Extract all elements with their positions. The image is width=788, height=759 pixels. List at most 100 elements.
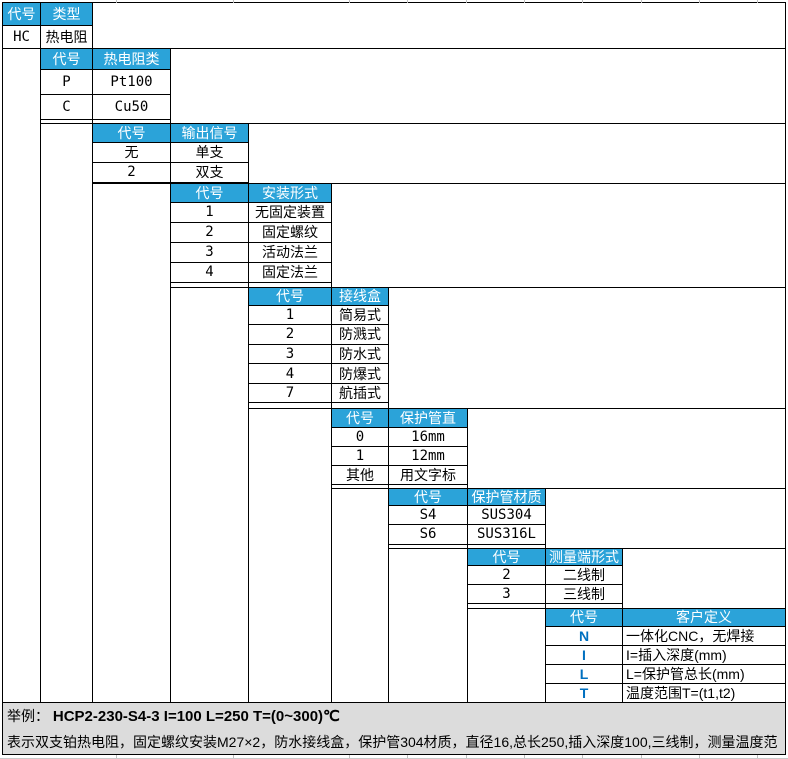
code-cell: HC	[2, 25, 41, 49]
label-cell: 航插式	[331, 382, 389, 404]
label-cell: 固定螺纹	[248, 221, 332, 243]
code-header-cell: 代号	[248, 286, 332, 306]
code-header-cell: 代号	[92, 122, 171, 143]
label-cell: 三线制	[545, 583, 623, 604]
label-cell: 用文字标	[388, 465, 468, 486]
code-cell: I	[545, 644, 623, 665]
label-cell: SUS304	[467, 505, 546, 526]
code-header-cell: 代号	[40, 47, 93, 70]
label-cell: 单支	[170, 141, 249, 163]
code-cell: 2	[92, 161, 171, 183]
label-cell: 防溅式	[331, 324, 389, 345]
value-header-cell: 输出信号	[170, 122, 249, 143]
grid-line	[92, 182, 786, 184]
value-header-cell: 客户定义	[622, 608, 786, 627]
code-cell: N	[545, 625, 623, 646]
code-header-cell: 代号	[170, 182, 249, 203]
code-cell: 无	[92, 141, 171, 163]
grid-line	[92, 2, 93, 702]
code-cell: P	[40, 68, 93, 95]
value-header-cell: 接线盒	[331, 286, 389, 306]
code-cell: 1	[248, 304, 332, 326]
code-cell: 3	[248, 343, 332, 365]
example-description: 表示双支铂热电阻，固定螺纹安装M27×2，防水接线盒，保护管304材质，直径16…	[7, 734, 778, 750]
code-header-cell: 代号	[331, 408, 389, 428]
label-cell: 12mm	[388, 445, 468, 467]
grid-line	[331, 487, 786, 489]
label-cell: I=插入深度(mm)	[622, 644, 786, 665]
code-header-cell: 代号	[388, 487, 468, 506]
code-cell: S6	[388, 524, 468, 545]
gridline-tick	[757, 755, 758, 759]
gridline-tick	[699, 755, 700, 759]
grid-line	[2, 47, 786, 49]
value-header-cell: 安装形式	[248, 182, 332, 203]
code-cell: 其他	[331, 465, 389, 486]
gridline-tick	[116, 755, 117, 759]
code-cell: 7	[248, 382, 332, 404]
label-cell: 简易式	[331, 304, 389, 326]
gridline-tick	[233, 755, 234, 759]
label-cell: SUS316L	[467, 524, 546, 545]
gridline-tick	[349, 755, 350, 759]
code-cell: 0	[331, 426, 389, 447]
label-cell: 无固定装置	[248, 201, 332, 223]
table-border-right	[785, 2, 786, 755]
code-cell: 2	[170, 221, 249, 243]
label-cell: 双支	[170, 161, 249, 183]
value-header-cell: 热电阻类	[92, 47, 171, 70]
gridline-tick	[407, 755, 408, 759]
label-cell: 防水式	[331, 343, 389, 365]
label-cell: L=保护管总长(mm)	[622, 663, 786, 684]
gridline-tick	[116, 0, 117, 3]
grid-line	[170, 286, 786, 288]
grid-line	[40, 2, 41, 702]
gridline-tick	[699, 0, 700, 3]
value-header-cell: 保护管材质	[467, 487, 546, 506]
gridline-tick	[582, 755, 583, 759]
code-cell: 3	[467, 583, 546, 604]
value-header-cell: 保护管直	[388, 408, 468, 428]
gridline-tick	[466, 0, 467, 3]
example-line: 举例： HCP2-230-S4-3 I=100 L=250 T=(0~300)℃	[7, 703, 785, 730]
label-cell: 温度范围T=(t1,t2)	[622, 682, 786, 703]
table-border-top	[2, 2, 786, 3]
gridline-tick	[233, 0, 234, 3]
table-border-left	[2, 2, 3, 755]
gridline-tick	[641, 755, 642, 759]
value-header-cell: 类型	[40, 2, 93, 26]
label-cell: 防爆式	[331, 363, 389, 384]
example-section: 举例： HCP2-230-S4-3 I=100 L=250 T=(0~300)℃…	[2, 702, 786, 755]
gridline-tick	[466, 755, 467, 759]
code-cell: C	[40, 93, 93, 120]
code-header-cell: 代号	[467, 547, 546, 566]
example-prefix: 举例：	[7, 708, 53, 724]
grid-line	[40, 122, 786, 124]
grid-line	[248, 408, 786, 409]
label-cell: 16mm	[388, 426, 468, 447]
code-cell: 2	[248, 324, 332, 345]
label-cell: Pt100	[92, 68, 171, 95]
code-cell: 2	[467, 565, 546, 585]
gridline-tick	[407, 0, 408, 3]
gridline-tick	[582, 0, 583, 3]
gridline-tick	[757, 0, 758, 3]
label-cell: Cu50	[92, 93, 171, 120]
code-cell: 1	[170, 201, 249, 223]
code-header-cell: 代号	[545, 608, 623, 627]
label-cell: 二线制	[545, 565, 623, 585]
code-cell: L	[545, 663, 623, 684]
grid-line	[248, 122, 249, 702]
label-cell: 热电阻	[40, 25, 93, 49]
label-cell: 固定法兰	[248, 261, 332, 283]
code-header-cell: 代号	[2, 2, 41, 26]
label-cell: 一体化CNC，无焊接	[622, 625, 786, 646]
gridline-tick	[524, 0, 525, 3]
code-cell: S4	[388, 505, 468, 526]
gridline-tick	[349, 0, 350, 3]
grid-line	[170, 47, 171, 702]
label-cell: 活动法兰	[248, 241, 332, 263]
code-cell: T	[545, 682, 623, 703]
code-cell: 4	[170, 261, 249, 283]
